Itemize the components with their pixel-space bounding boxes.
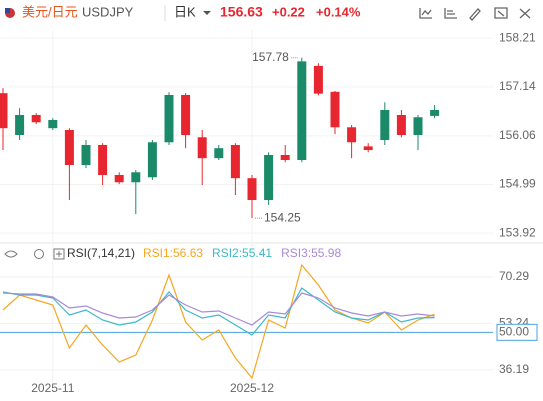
candle-body	[363, 146, 373, 150]
candle-body	[214, 148, 224, 159]
rsi-line	[2, 292, 435, 326]
y-tick-label: 50.00	[499, 325, 529, 339]
candle-body	[98, 145, 108, 175]
change: +0.22	[272, 4, 305, 19]
candle-body	[280, 155, 290, 160]
change-percent: +0.14%	[316, 4, 361, 19]
candle-body	[396, 115, 406, 135]
symbol: USDJPY	[82, 4, 134, 19]
y-tick-label: 70.29	[499, 269, 529, 283]
candle-body	[197, 137, 207, 159]
candle-body	[413, 117, 423, 135]
price: 156.63	[220, 4, 263, 20]
tool-icon[interactable]	[494, 7, 508, 19]
rsi-line	[2, 263, 435, 380]
candle-body	[264, 155, 274, 200]
x-tick-label: 2025-12	[230, 381, 274, 395]
y-tick-label: 36.19	[499, 362, 529, 376]
period[interactable]: 日K	[174, 4, 196, 19]
tool-icon[interactable]	[444, 8, 457, 19]
candle-body	[64, 130, 74, 165]
settings-icon[interactable]	[34, 249, 44, 259]
rsi-line	[2, 287, 435, 336]
expand-icon[interactable]	[53, 248, 65, 260]
candle-body	[0, 93, 8, 129]
candle-body	[230, 145, 240, 179]
eye-icon[interactable]	[4, 250, 18, 258]
tool-icon[interactable]	[419, 8, 432, 19]
y-tick-label: 157.14	[499, 79, 536, 93]
candle-body	[147, 142, 157, 178]
candle-body	[131, 172, 141, 183]
candle-body	[330, 91, 340, 128]
candle-body	[380, 110, 390, 140]
tick-highlight	[496, 323, 538, 341]
low-label: 154.25	[264, 210, 301, 224]
indicator-title: RSI(7,14,21)	[67, 246, 135, 260]
candle-body	[247, 178, 257, 200]
candle-body	[181, 95, 191, 135]
dropdown-arrow[interactable]	[203, 11, 211, 15]
legend-entry: RSI1:56.63	[143, 246, 203, 260]
candle-body	[313, 65, 323, 94]
candle-body	[48, 120, 58, 129]
candle-body	[15, 115, 25, 135]
y-tick-label: 153.92	[499, 225, 536, 239]
x-tick-label: 2025-11	[31, 381, 74, 395]
high-label: 157.78	[252, 50, 289, 64]
candle-body	[164, 95, 174, 143]
candle-body	[114, 175, 124, 183]
expand-plus	[56, 251, 62, 257]
y-tick-label: 154.99	[499, 177, 536, 191]
candle-body	[297, 61, 307, 161]
y-tick-label: 156.06	[499, 128, 536, 142]
candle-body	[31, 115, 41, 123]
tool-icon[interactable]	[519, 8, 531, 19]
candle-body	[347, 127, 357, 143]
flag-canton	[5, 8, 10, 13]
candle-body	[430, 110, 440, 116]
legend-entry: RSI2:55.41	[212, 246, 272, 260]
legend-entry: RSI3:55.98	[281, 246, 341, 260]
tool-icon[interactable]	[469, 8, 481, 21]
y-tick-label: 158.21	[499, 30, 536, 44]
pair-name[interactable]: 美元/日元	[22, 4, 78, 19]
candle-body	[81, 145, 91, 165]
